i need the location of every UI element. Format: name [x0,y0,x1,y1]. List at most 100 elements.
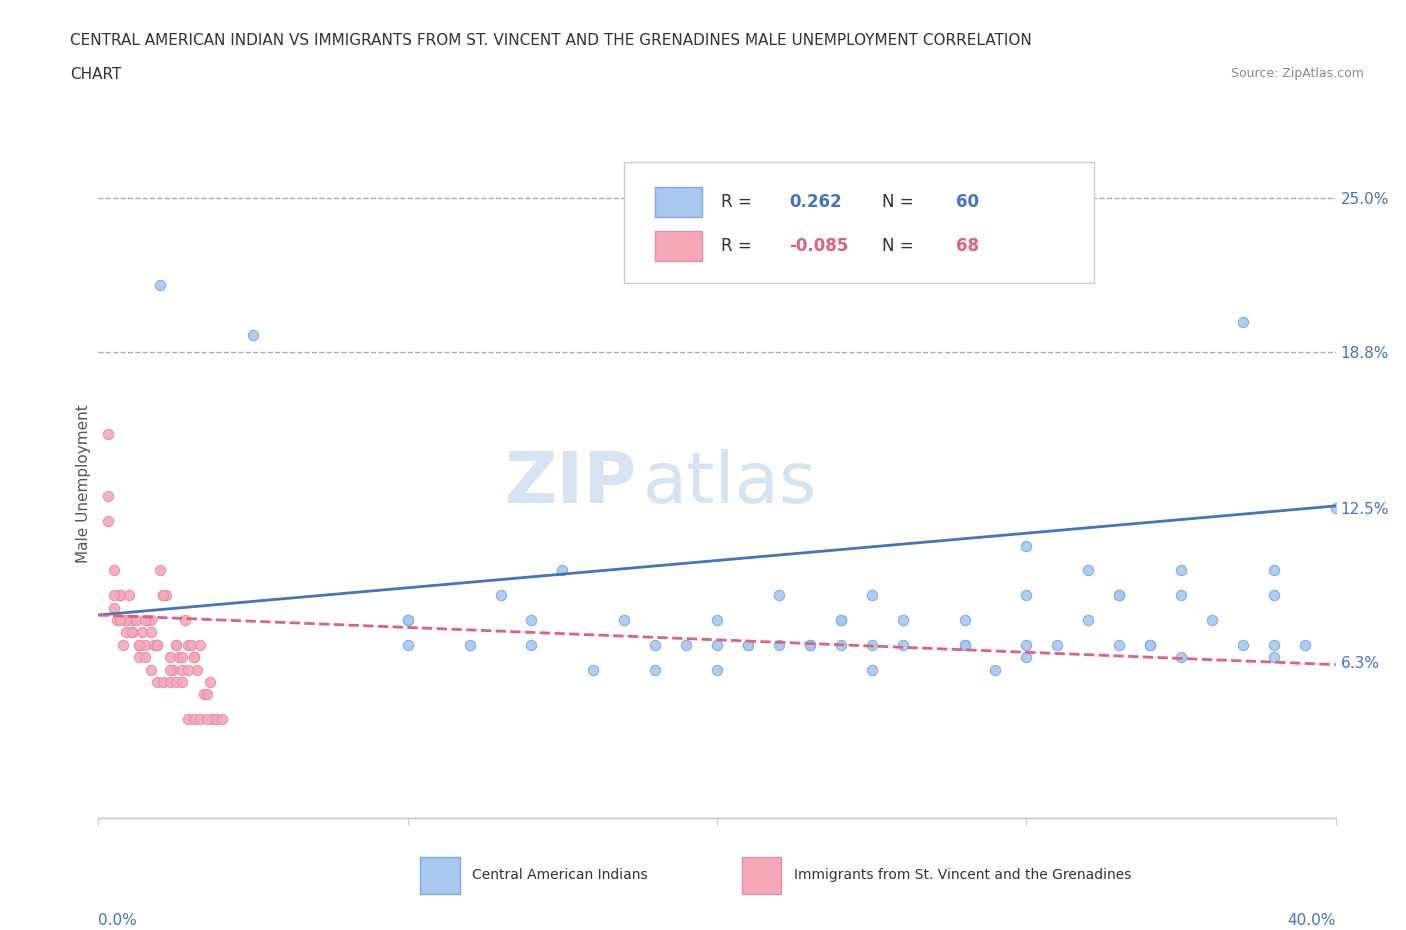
Y-axis label: Male Unemployment: Male Unemployment [76,405,91,563]
Point [1139,637,1161,652]
Point [1201,613,1223,628]
Point [170,650,193,665]
Text: Central American Indians: Central American Indians [472,869,648,883]
Point [105,613,128,628]
Point [198,674,221,689]
Point [1263,637,1285,652]
Point [159,650,181,665]
Point [128,637,150,652]
Point [118,588,141,603]
Point [953,637,976,652]
Text: 68: 68 [956,237,979,255]
Point [953,637,976,652]
Point [551,563,574,578]
Point [165,637,187,652]
Point [134,613,156,628]
Point [768,588,790,603]
Point [195,687,218,702]
Point [489,588,512,603]
Point [183,650,205,665]
Point [396,637,419,652]
Point [644,662,666,677]
Point [128,650,150,665]
Point [860,662,883,677]
Text: -0.085: -0.085 [789,237,848,255]
Point [112,637,135,652]
Point [97,513,120,528]
Text: ZIP: ZIP [505,449,637,518]
Point [1046,637,1069,652]
Point [174,613,197,628]
Text: 0.0%: 0.0% [98,912,138,927]
Point [108,588,131,603]
Point [128,637,150,652]
Text: atlas: atlas [643,449,817,518]
Point [1015,650,1038,665]
Point [139,625,162,640]
Point [1108,588,1130,603]
Point [768,637,790,652]
Point [396,613,419,628]
Point [1077,563,1099,578]
Point [195,711,218,726]
Point [242,327,264,342]
Point [115,613,138,628]
Text: 40.0%: 40.0% [1288,912,1336,927]
Text: Source: ZipAtlas.com: Source: ZipAtlas.com [1230,67,1364,80]
Point [860,588,883,603]
Point [860,637,883,652]
Point [146,637,169,652]
Point [1077,613,1099,628]
Point [121,625,143,640]
Text: 60: 60 [956,193,979,211]
Point [205,711,228,726]
Point [131,625,153,640]
Point [124,613,146,628]
Point [177,662,200,677]
Point [121,613,143,628]
Point [152,674,174,689]
Point [1108,588,1130,603]
Point [186,662,208,677]
Point [830,613,852,628]
Text: R =: R = [721,193,756,211]
Point [134,637,156,652]
Point [799,637,821,652]
Point [180,637,202,652]
FancyBboxPatch shape [655,231,702,261]
Text: R =: R = [721,237,756,255]
Point [582,662,605,677]
Point [1263,563,1285,578]
Point [170,674,193,689]
Point [149,563,172,578]
Text: CENTRAL AMERICAN INDIAN VS IMMIGRANTS FROM ST. VINCENT AND THE GRENADINES MALE U: CENTRAL AMERICAN INDIAN VS IMMIGRANTS FR… [70,33,1032,47]
Point [737,637,759,652]
Point [1294,637,1316,652]
Point [159,674,181,689]
Point [103,563,125,578]
Point [149,278,172,293]
Point [103,600,125,615]
Point [143,637,166,652]
Point [1170,563,1192,578]
Point [1139,637,1161,652]
Point [520,613,543,628]
Point [706,662,728,677]
Point [644,637,666,652]
Point [1232,315,1254,330]
Point [103,588,125,603]
Point [159,662,181,677]
FancyBboxPatch shape [420,857,460,894]
Point [97,488,120,503]
Point [675,637,697,652]
Point [139,662,162,677]
Point [830,613,852,628]
Point [139,613,162,628]
Point [1015,538,1038,553]
Point [799,637,821,652]
Point [1263,650,1285,665]
Point [134,650,156,665]
Point [121,625,143,640]
Point [165,674,187,689]
Point [1324,501,1347,516]
